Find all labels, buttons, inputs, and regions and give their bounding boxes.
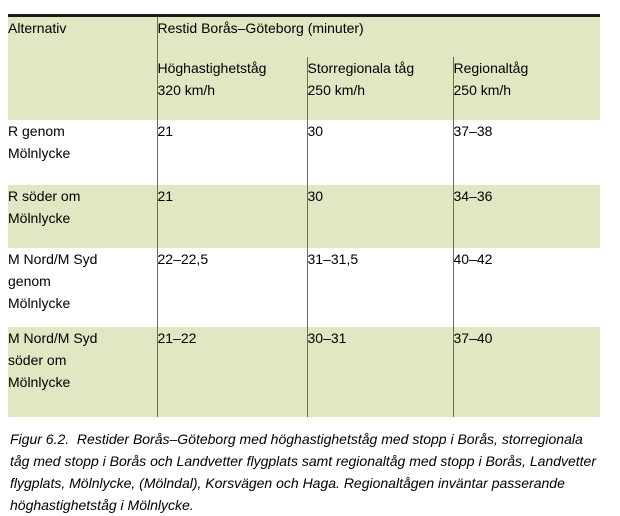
value-storregional: 30–31 <box>306 327 453 417</box>
column-header-regionaltag: Regionaltåg 250 km/h <box>452 57 601 120</box>
alternative-label: R söder om Mölnlycke <box>8 188 81 226</box>
alternative-label: M Nord/M Syd söder om Mölnlycke <box>8 330 98 390</box>
alternative-label: R genom Mölnlycke <box>8 123 71 161</box>
value-hst: 22–22,5 <box>156 248 307 327</box>
column-header-restid: Restid Borås–Göteborg (minuter) <box>156 15 601 57</box>
table-row: M Nord/M Syd söder om Mölnlycke 21–22 30… <box>8 327 601 417</box>
value-storregional: 30 <box>306 120 453 185</box>
column-header-storregionala: Storregionala tåg 250 km/h <box>306 57 453 120</box>
table-row: R söder om Mölnlycke 21 30 34–36 <box>8 185 601 248</box>
value-hst: 21–22 <box>156 327 307 417</box>
header-row-main: Alternativ Restid Borås–Göteborg (minute… <box>8 15 601 120</box>
figure-6-2-table-container: Alternativ Restid Borås–Göteborg (minute… <box>8 14 601 417</box>
column-header-alternativ: Alternativ <box>8 15 157 120</box>
value-hst: 21 <box>156 185 307 248</box>
value-storregional: 31–31,5 <box>306 248 453 327</box>
value-regional: 37–40 <box>452 327 601 417</box>
column-header-hoghastighetstag: Höghastighetståg 320 km/h <box>156 57 307 120</box>
value-hst: 21 <box>156 120 307 185</box>
value-regional: 37–38 <box>452 120 601 185</box>
alternative-label: M Nord/M Syd genom Mölnlycke <box>8 251 98 311</box>
value-regional: 40–42 <box>452 248 601 327</box>
travel-time-table: Alternativ Restid Borås–Göteborg (minute… <box>8 14 601 417</box>
table-row: M Nord/M Syd genom Mölnlycke 22–22,5 31–… <box>8 248 601 327</box>
value-storregional: 30 <box>306 185 453 248</box>
header-row-sub: Höghastighetståg 320 km/h Storregionala … <box>8 57 601 120</box>
figure-caption: Figur 6.2. Restider Borås–Göteborg med h… <box>10 431 600 513</box>
table-row: R genom Mölnlycke 21 30 37–38 <box>8 120 601 185</box>
value-regional: 34–36 <box>452 185 601 248</box>
